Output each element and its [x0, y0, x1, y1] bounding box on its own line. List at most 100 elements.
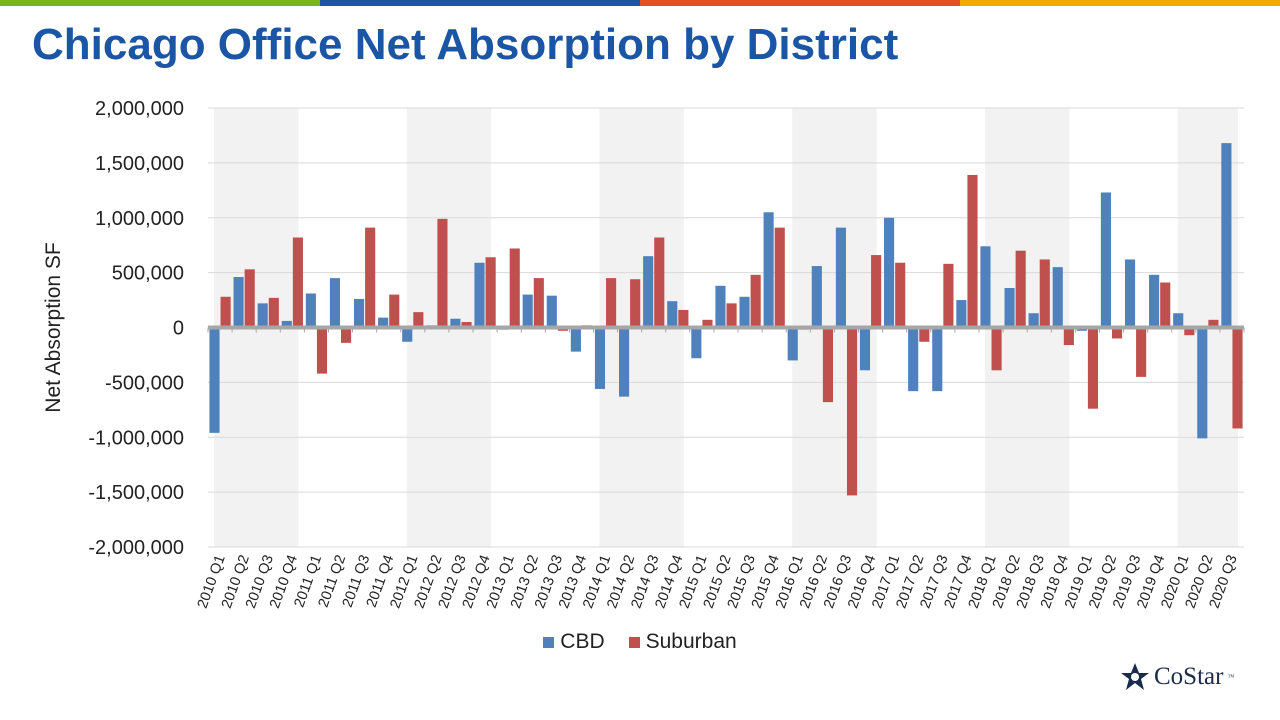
bar-suburban — [220, 296, 231, 328]
bar-suburban — [630, 279, 641, 328]
bar-cbd — [474, 262, 485, 328]
bar-suburban — [678, 309, 689, 328]
bar-cbd — [739, 296, 750, 328]
bar-cbd — [522, 294, 533, 328]
bar-cbd — [1100, 192, 1111, 328]
top-bar-yellow — [960, 0, 1280, 6]
logo-text: CoStar — [1154, 663, 1224, 690]
top-bar-green — [0, 0, 320, 6]
bar-suburban — [991, 327, 1002, 371]
bar-suburban — [437, 218, 448, 328]
bar-cbd — [908, 327, 919, 392]
bar-cbd — [956, 300, 967, 328]
top-color-bar — [0, 0, 1280, 6]
bar-suburban — [871, 255, 882, 328]
bar-cbd — [1197, 327, 1208, 439]
bar-cbd — [619, 327, 630, 397]
bar-cbd — [884, 217, 895, 328]
bar-cbd — [594, 327, 606, 389]
bar-suburban — [1184, 327, 1195, 336]
bar-suburban — [919, 327, 930, 342]
bar-suburban — [341, 327, 352, 343]
top-bar-orange — [640, 0, 960, 6]
bar-cbd — [1124, 259, 1136, 328]
bar-suburban — [292, 237, 303, 328]
bar-suburban — [389, 294, 400, 328]
bar-suburban — [533, 278, 544, 328]
bar-suburban — [726, 303, 737, 328]
bar-chart: 2,000,000 1,500,000 1,000,000 500,000 0 -500,… — [42, 98, 1245, 611]
y-tick-label: 2,000,000 — [95, 98, 184, 120]
bar-suburban — [750, 274, 761, 328]
bar-suburban — [1208, 319, 1219, 328]
bar-suburban — [967, 174, 978, 328]
legend-label-suburban: Suburban — [645, 630, 737, 653]
bar-cbd — [1173, 313, 1184, 328]
y-tick-label: -1,000,000 — [88, 427, 184, 449]
bar-suburban — [846, 327, 858, 496]
bar-cbd — [787, 327, 798, 361]
bar-cbd — [546, 295, 557, 328]
bar-suburban — [606, 278, 617, 328]
bar-cbd — [1149, 274, 1160, 328]
y-tick-label: 1,500,000 — [95, 153, 184, 175]
logo-trademark: ™ — [1227, 673, 1235, 681]
bar-suburban — [943, 263, 954, 328]
bar-cbd — [329, 278, 341, 328]
y-tick-label: 1,000,000 — [95, 208, 184, 230]
legend-item-cbd: CBD — [543, 630, 605, 654]
bar-suburban — [895, 262, 906, 328]
bar-cbd — [450, 318, 461, 328]
bar-suburban — [1111, 327, 1123, 339]
bar-suburban — [1087, 327, 1099, 409]
bar-cbd — [715, 285, 726, 328]
bar-suburban — [1039, 259, 1050, 328]
bar-suburban — [268, 297, 279, 328]
top-bar-blue — [320, 0, 640, 6]
bar-suburban — [654, 237, 665, 328]
bar-suburban — [1063, 327, 1074, 346]
bar-suburban — [316, 327, 328, 374]
bar-cbd — [281, 320, 292, 328]
bar-suburban — [774, 227, 785, 328]
bar-suburban — [702, 319, 713, 328]
bar-suburban — [509, 248, 520, 328]
bar-suburban — [461, 322, 472, 328]
costar-logo: CoStar ™ — [1120, 662, 1234, 692]
y-tick-label: -2,000,000 — [88, 537, 184, 559]
bar-suburban — [1015, 250, 1026, 328]
costar-star-icon — [1121, 663, 1149, 690]
bar-suburban — [1232, 327, 1243, 429]
bar-suburban — [1136, 327, 1147, 377]
bar-suburban — [365, 227, 376, 328]
bar-cbd — [209, 327, 220, 433]
y-tick-label: 0 — [173, 318, 184, 340]
legend-swatch-cbd — [543, 636, 555, 648]
page-title: Chicago Office Net Absorption by Distric… — [32, 20, 899, 69]
bar-cbd — [980, 246, 991, 328]
bar-cbd — [1052, 267, 1063, 328]
bar-cbd — [811, 266, 822, 328]
bar-cbd — [835, 227, 846, 328]
bar-suburban — [244, 269, 255, 328]
y-tick-label: -1,500,000 — [88, 482, 184, 504]
bar-cbd — [1221, 143, 1232, 328]
bar-cbd — [257, 303, 268, 328]
y-tick-label: 500,000 — [112, 263, 184, 285]
bar-suburban — [822, 327, 833, 403]
bar-cbd — [643, 256, 654, 328]
bar-cbd — [402, 327, 413, 342]
bar-cbd — [667, 301, 678, 328]
bar-cbd — [1004, 287, 1015, 328]
bar-suburban — [1160, 282, 1171, 328]
y-tick-label: -500,000 — [105, 372, 184, 394]
bar-cbd — [305, 293, 316, 328]
chart-legend: CBD Suburban — [0, 630, 1280, 654]
y-axis-label: Net Absorption SF — [42, 242, 65, 412]
bar-cbd — [1028, 313, 1039, 328]
bar-cbd — [691, 327, 702, 359]
bar-cbd — [378, 317, 389, 328]
legend-label-cbd: CBD — [560, 630, 605, 653]
bar-cbd — [763, 212, 774, 328]
bar-suburban — [413, 312, 424, 328]
